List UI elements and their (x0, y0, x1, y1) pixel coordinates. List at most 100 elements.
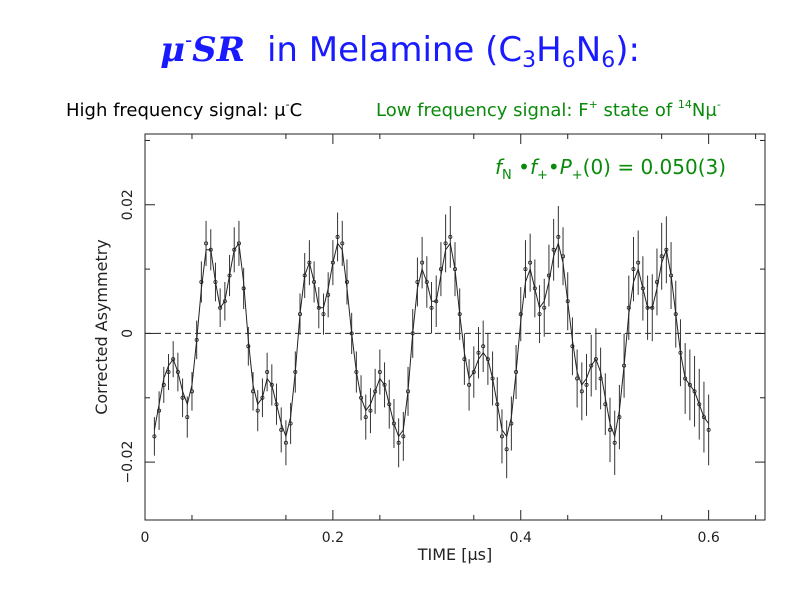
data-point (570, 344, 575, 349)
x-tick-label: 0.6 (698, 530, 720, 546)
data-point (523, 267, 528, 272)
data-point (504, 447, 509, 452)
data-point (255, 408, 260, 413)
data-point (344, 279, 349, 284)
formula-dot-1: • (511, 155, 530, 179)
data-point (368, 408, 373, 413)
data-point (467, 382, 472, 387)
high-label-tail: C (289, 100, 303, 121)
title-rest-1: in Melamine (C (266, 30, 523, 70)
formula-f2: f (529, 155, 537, 179)
data-point (706, 427, 711, 432)
data-point (584, 382, 589, 387)
high-label-sup: - (285, 98, 290, 111)
data-point (481, 344, 486, 349)
data-point (589, 363, 594, 368)
data-point (204, 241, 209, 246)
y-axis-label: Corrected Asymmetry (92, 239, 111, 415)
data-point (579, 389, 584, 394)
y-tick-labels: −0.02 0 0.02 (120, 189, 136, 483)
y-tick-label: 0 (120, 329, 136, 338)
plot-frame (144, 133, 766, 521)
data-point (283, 440, 288, 445)
low-label-text: Low frequency signal: F (376, 100, 589, 121)
fit-formula: fN •f+•P+(0) = 0.050(3) (495, 155, 726, 183)
x-axis-label: TIME [μs] (417, 545, 493, 564)
high-frequency-label: High frequency signal: μ-C (66, 98, 302, 121)
y-tick-label: −0.02 (120, 441, 136, 484)
data-point (701, 415, 706, 420)
data-point (180, 395, 185, 400)
axis-ticks (144, 134, 765, 520)
data-point (429, 305, 434, 310)
fit-curve (153, 241, 710, 439)
data-point (363, 415, 368, 420)
data-point (396, 440, 401, 445)
data-point (612, 440, 617, 445)
data-point (537, 312, 542, 317)
formula-tail: (0) = 0.050(3) (582, 155, 727, 179)
data-point (377, 370, 382, 375)
data-point (687, 382, 692, 387)
data-point (443, 241, 448, 246)
data-point (692, 389, 697, 394)
data-point (265, 370, 270, 375)
data-point (636, 260, 641, 265)
data-point (697, 402, 702, 407)
data-point (528, 260, 533, 265)
formula-sub-plus-1: + (536, 168, 548, 183)
formula-p: P (559, 155, 572, 179)
low-label-sup-plus: + (588, 98, 598, 111)
low-frequency-label: Low frequency signal: F+ state of 14Nμ- (376, 98, 721, 121)
data-point (631, 267, 636, 272)
x-tick-label: 0.4 (510, 530, 532, 546)
formula-sub-n: N (502, 168, 512, 183)
data-point (476, 350, 481, 355)
data-point (199, 279, 204, 284)
title-mu-minus: - (184, 28, 193, 52)
title-sub-1: 3 (522, 48, 537, 73)
title-sub-3: 6 (601, 48, 616, 73)
low-label-tail: Nμ (691, 100, 717, 121)
title-sr: SR (192, 30, 245, 70)
low-label-sup-14: 14 (677, 98, 692, 111)
low-label-mid: state of (597, 100, 678, 121)
x-tick-labels: 0 0.2 0.4 0.6 (141, 530, 720, 546)
data-point (448, 234, 453, 239)
formula-sub-plus-2: + (571, 168, 583, 183)
data-point (373, 389, 378, 394)
data-point (279, 427, 284, 432)
data-point (626, 305, 631, 310)
data-point (551, 247, 556, 252)
title-rest-4: ): (615, 30, 640, 70)
data-point (185, 415, 190, 420)
data-point (340, 241, 345, 246)
y-tick-label: 0.02 (120, 189, 136, 220)
data-point (556, 234, 561, 239)
data-point (575, 376, 580, 381)
data-point (152, 434, 157, 439)
low-label-sup-minus: - (716, 98, 721, 111)
page-title: μ-SR in Melamine (C3H6N6): (0, 28, 800, 73)
data-point (401, 434, 406, 439)
title-rest-2: H (536, 30, 562, 70)
title-sub-2: 6 (561, 48, 576, 73)
error-bars (153, 206, 710, 479)
data-point (608, 427, 613, 432)
data-point (518, 312, 523, 317)
high-label-text: High frequency signal: μ (66, 100, 286, 121)
data-point (321, 312, 326, 317)
x-tick-label: 0.2 (322, 530, 344, 546)
data-point (471, 370, 476, 375)
data-point (171, 357, 176, 362)
title-rest-3: N (575, 30, 602, 70)
formula-dot-2: • (547, 155, 560, 179)
data-point (499, 434, 504, 439)
data-point (335, 234, 340, 239)
data-point (542, 305, 547, 310)
title-mu: μ (160, 30, 185, 70)
data-point (593, 357, 598, 362)
x-tick-label: 0 (141, 530, 150, 546)
data-point (166, 370, 171, 375)
